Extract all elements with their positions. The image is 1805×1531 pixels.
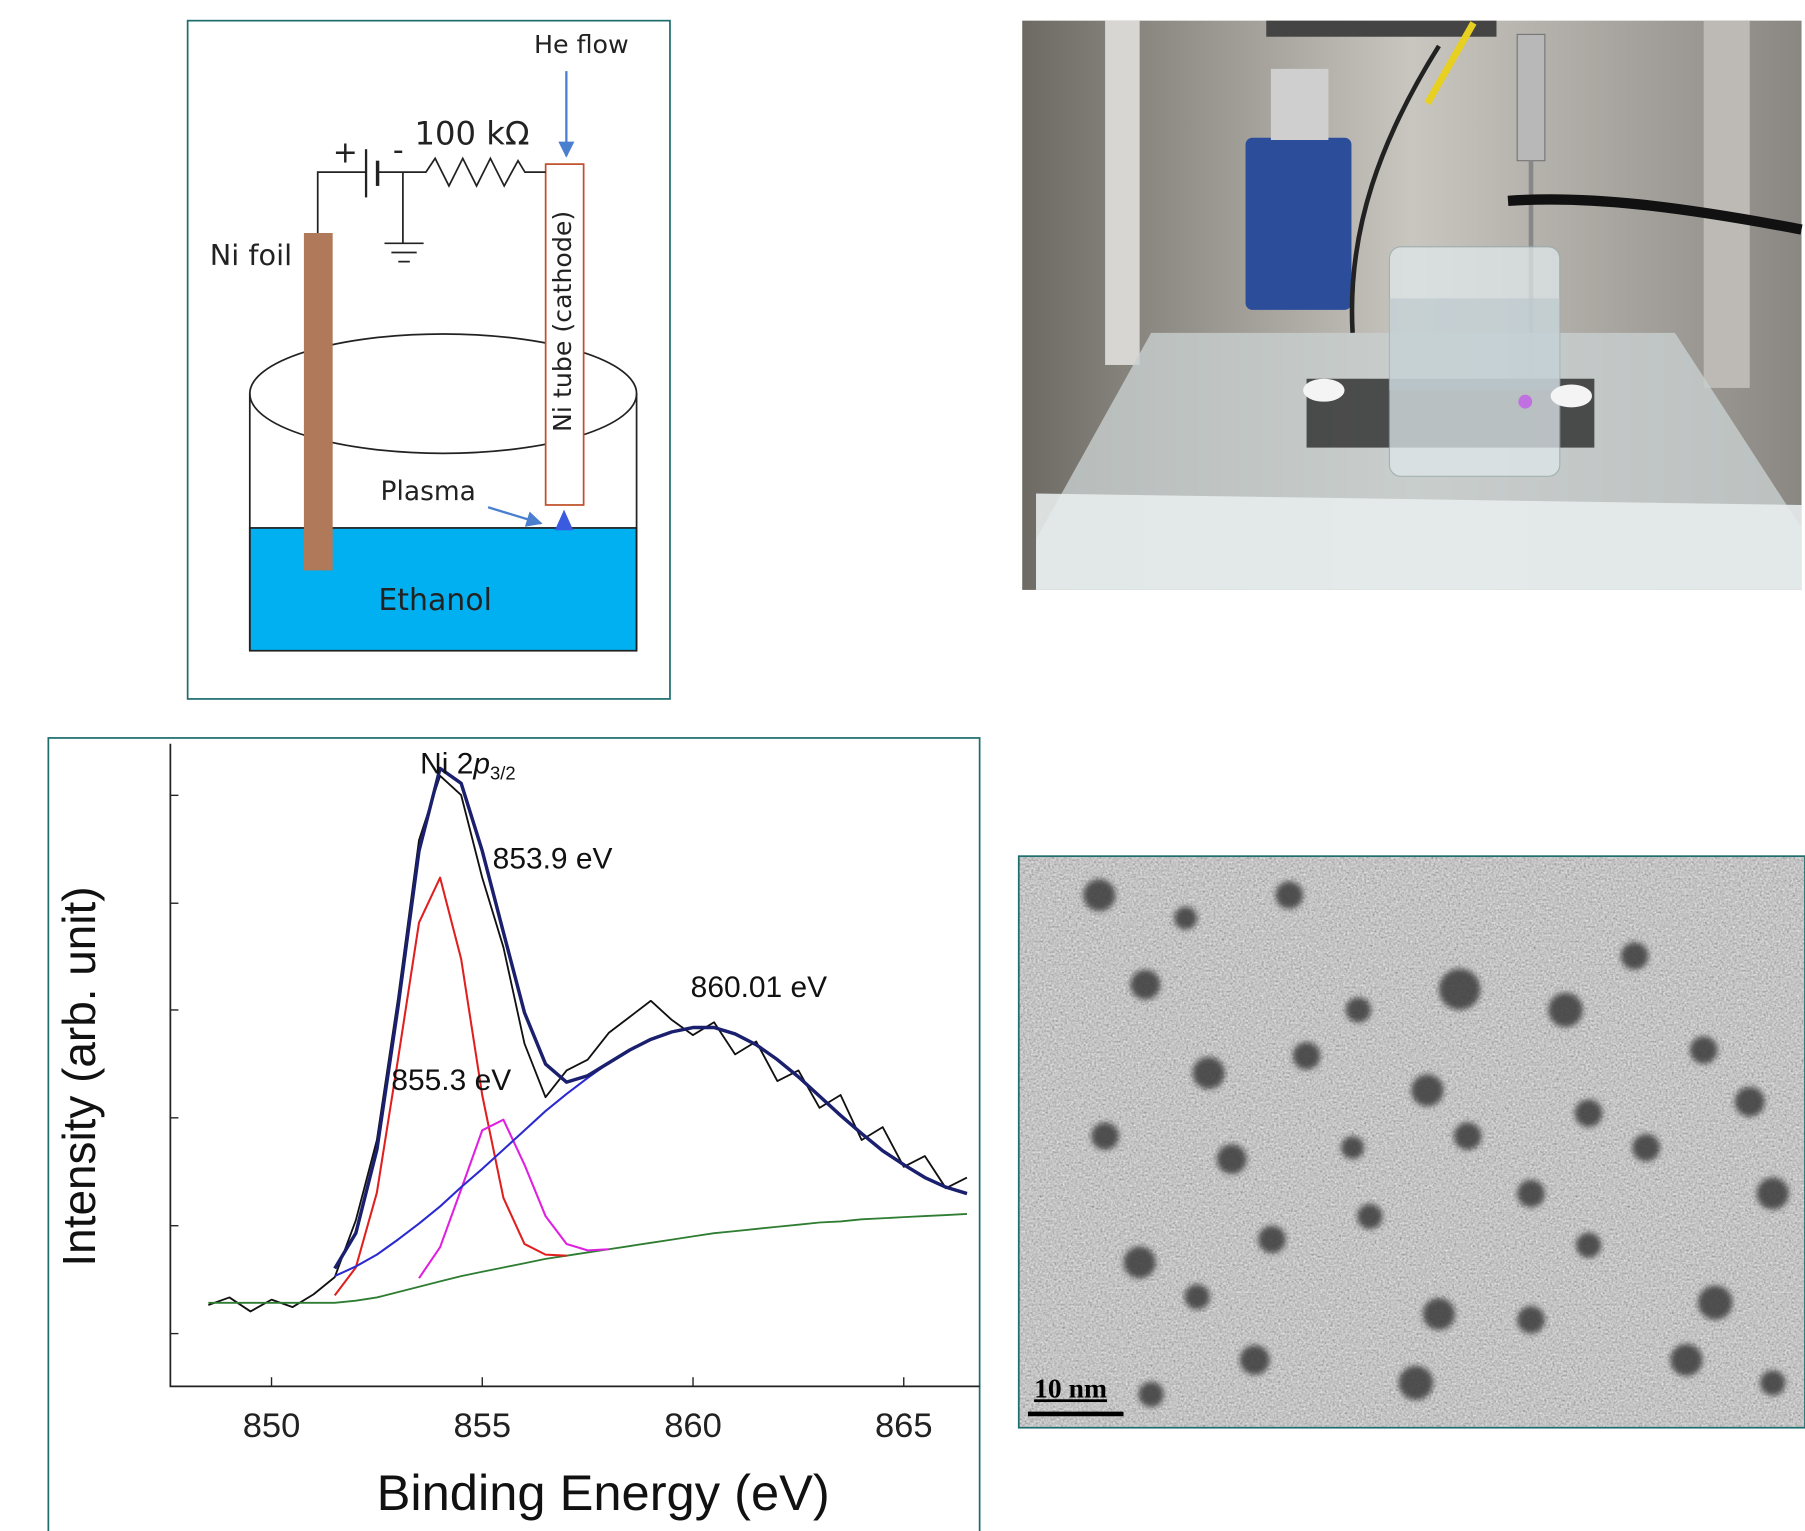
tem-image: 10 nm [1019, 856, 1805, 1428]
y-axis-label: Intensity (arb. unit) [53, 886, 105, 1266]
plasma-glow [1518, 395, 1532, 409]
xps-chart: 850 855 860 865 Binding Energy (eV) Intensity… [48, 738, 979, 1531]
flow-controller [1246, 138, 1352, 310]
annotation: 853.9 eV [493, 843, 613, 876]
x-tick-label: 850 [243, 1407, 301, 1445]
label: 100 kΩ [414, 114, 529, 152]
label: Ni tube (cathode) [548, 211, 577, 432]
peak-label-part: Ni 2 [420, 747, 473, 780]
photo [1022, 21, 1801, 590]
ni-foil [304, 233, 333, 570]
scale-label: 10 nm [1034, 1372, 1107, 1403]
liquid [1389, 298, 1559, 390]
top-mount [1266, 21, 1496, 37]
x-axis-label: Binding Energy (eV) [377, 1464, 830, 1521]
label: - [393, 133, 404, 168]
label: He flow [534, 30, 629, 59]
clip [1551, 384, 1592, 407]
frame-rail [1105, 21, 1140, 365]
annotation: 855.3 eV [391, 1064, 511, 1097]
x-tick-label: 860 [664, 1407, 722, 1445]
label: Ethanol [378, 583, 492, 618]
frame-rail [1704, 21, 1750, 388]
annotation: 860.01 eV [691, 971, 827, 1004]
needle-holder [1517, 34, 1545, 160]
glass-edge [1036, 494, 1802, 590]
clip [1303, 379, 1344, 402]
label: Plasma [381, 476, 476, 507]
peak-label-part: 3/2 [490, 763, 516, 784]
schematic: He flow + - 100 kΩ Ni foil Ni tube (cath… [188, 21, 670, 699]
label: Ni foil [210, 238, 292, 272]
peak-label-part: p [472, 747, 490, 780]
connector [1271, 69, 1329, 140]
tem-background [1019, 856, 1805, 1428]
label: + [333, 135, 358, 170]
figure: He flow + - 100 kΩ Ni foil Ni tube (cath… [0, 0, 1805, 1531]
x-tick-label: 855 [453, 1407, 511, 1445]
x-tick-label: 865 [875, 1407, 933, 1445]
page: { "diagram": {"he_flow": "He flow", "plu… [0, 0, 1805, 1531]
